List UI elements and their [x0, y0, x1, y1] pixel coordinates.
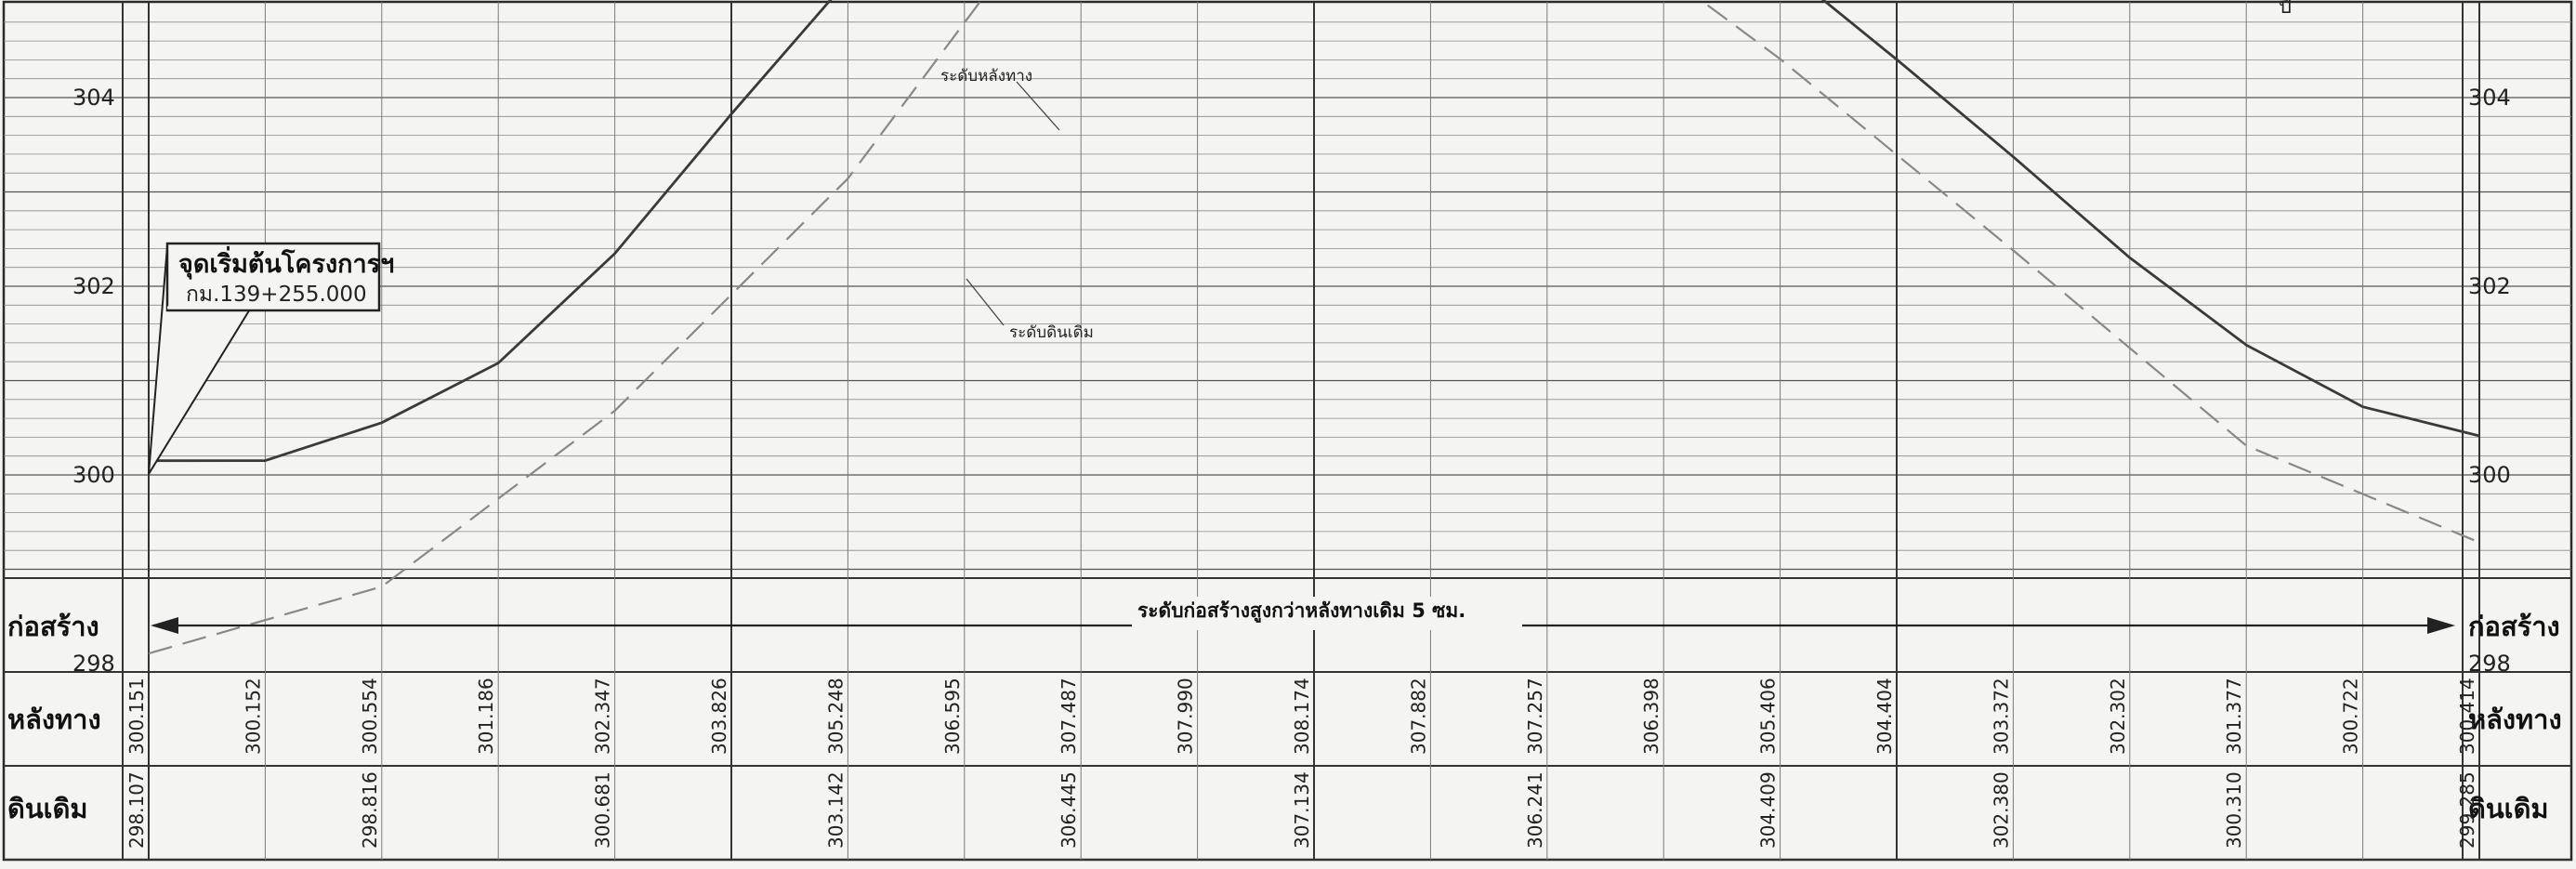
y-tick-label-right: 298 [2468, 651, 2511, 677]
row-label-road-right: หลังทาง [2468, 704, 2562, 735]
ground-value-label: 300.310 [2223, 771, 2245, 849]
y-tick-label-left: 300 [72, 462, 115, 488]
y-tick-label-right: 304 [2468, 85, 2511, 111]
series-label-ground-leader [966, 278, 1005, 326]
road-value-label: 300.151 [125, 678, 148, 755]
y-axis-left: 298300302304306308 [72, 85, 115, 677]
road-value-label: 302.302 [2107, 678, 2129, 755]
series-label-ground: ระดับดินเดิม [1009, 323, 1094, 342]
road-value-label: 302.347 [592, 678, 614, 755]
note-mask [1132, 597, 1522, 630]
project-start-callout: จุดเริ่มต้นโครงการฯ กม.139+255.000 [148, 242, 394, 475]
ground-value-label: 306.445 [1058, 771, 1080, 849]
series-line-road [148, 0, 2480, 463]
road-value-label: 301.377 [2223, 678, 2245, 755]
row-label-ground-left: ดินเดิม [7, 793, 88, 824]
road-value-label: 307.882 [1407, 678, 1429, 755]
series-label-road: ระดับหลังทาง [940, 67, 1032, 86]
road-value-label: 300.152 [242, 678, 264, 755]
ground-value-label: 303.142 [824, 771, 847, 849]
y-tick-label-right: 300 [2468, 462, 2511, 488]
road-value-label: 304.404 [1873, 678, 1896, 755]
ground-elevation-values: 298.107 298.816 300.681 303.142 306.445 307.1… [125, 771, 2478, 849]
ground-value-label: 299.285 [2456, 771, 2478, 849]
ground-value-label: 298.816 [359, 771, 381, 849]
y-tick-label-left: 304 [72, 85, 115, 111]
y-tick-label-left: 302 [72, 273, 115, 299]
road-value-label: 300.722 [2340, 678, 2362, 755]
top-right-mark: ปี [2278, 0, 2292, 19]
ground-value-label: 307.134 [1291, 771, 1313, 849]
row-label-road-left: หลังทาง [7, 704, 101, 735]
series-line-ground [148, 0, 2480, 655]
y-axis-right: 298300302304306308 [2468, 85, 2511, 677]
road-value-label: 307.257 [1524, 678, 1546, 755]
series-label-road-leader [1016, 81, 1060, 131]
series-layer [148, 0, 2480, 655]
ground-value-label: 300.681 [592, 771, 614, 849]
road-value-label: 307.487 [1058, 678, 1080, 755]
road-value-label: 305.406 [1757, 678, 1780, 755]
road-value-label: 307.990 [1175, 678, 1197, 755]
y-tick-label-right: 302 [2468, 273, 2511, 299]
construction-note: ระดับก่อสร้างสูงกว่าหลังทางเดิม 5 ซม. [1137, 599, 1465, 624]
road-value-label: 306.398 [1640, 678, 1663, 755]
road-value-label: 303.826 [708, 678, 730, 755]
road-elevation-values: 300.151 300.152 300.554 301.186 302.347 303.8… [125, 678, 2478, 755]
ground-value-label: 302.380 [1990, 771, 2012, 849]
callout-chainage: กม.139+255.000 [186, 283, 367, 307]
ground-value-label: 298.107 [125, 771, 148, 849]
row-label-construction-right: ก่อสร้าง [2468, 611, 2560, 642]
road-value-label: 306.595 [941, 678, 964, 755]
ground-value-label: 306.241 [1524, 771, 1546, 849]
road-value-label: 305.248 [824, 678, 847, 755]
callout-title: จุดเริ่มต้นโครงการฯ [178, 245, 394, 280]
road-value-label: 300.554 [359, 678, 381, 755]
row-label-construction-left: ก่อสร้าง [7, 611, 99, 642]
row-label-ground-right: ดินเดิม [2468, 793, 2549, 824]
road-value-label: 308.174 [1291, 678, 1313, 755]
road-value-label: 303.372 [1990, 678, 2012, 755]
road-value-label: 301.186 [475, 678, 497, 755]
data-table: ก่อสร้าง ก่อสร้าง หลังทาง หลังทาง ดินเดิ… [7, 597, 2562, 849]
ground-value-label: 304.409 [1757, 771, 1780, 849]
road-value-label: 300.414 [2456, 678, 2478, 755]
y-tick-label-left: 298 [72, 651, 115, 677]
